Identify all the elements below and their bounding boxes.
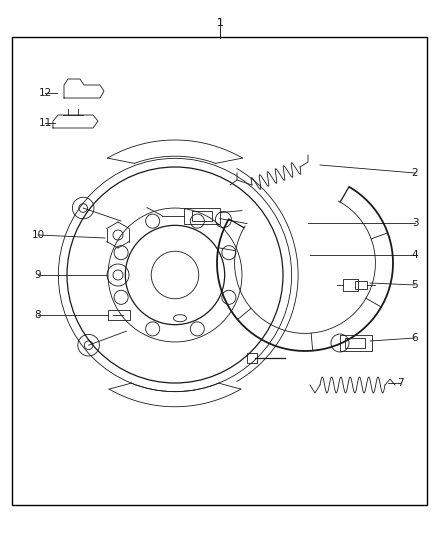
Text: 6: 6 [412, 333, 418, 343]
Text: 1: 1 [216, 18, 223, 28]
Bar [343, 279, 358, 291]
Text: 9: 9 [35, 270, 41, 280]
Bar [108, 310, 130, 320]
Bar [247, 353, 257, 363]
Bar [340, 335, 372, 351]
Text: 12: 12 [39, 88, 52, 98]
Text: 4: 4 [412, 250, 418, 260]
Text: 8: 8 [35, 310, 41, 320]
Text: 7: 7 [397, 378, 403, 388]
Bar [355, 281, 367, 289]
Bar [184, 207, 220, 224]
Bar [192, 211, 212, 221]
Text: 10: 10 [32, 230, 45, 240]
Bar [12, 37, 427, 505]
Text: 1: 1 [217, 18, 223, 28]
Text: 5: 5 [412, 280, 418, 290]
Text: 3: 3 [412, 218, 418, 228]
Bar [345, 338, 365, 348]
Text: 2: 2 [412, 168, 418, 178]
Text: 11: 11 [39, 118, 52, 128]
